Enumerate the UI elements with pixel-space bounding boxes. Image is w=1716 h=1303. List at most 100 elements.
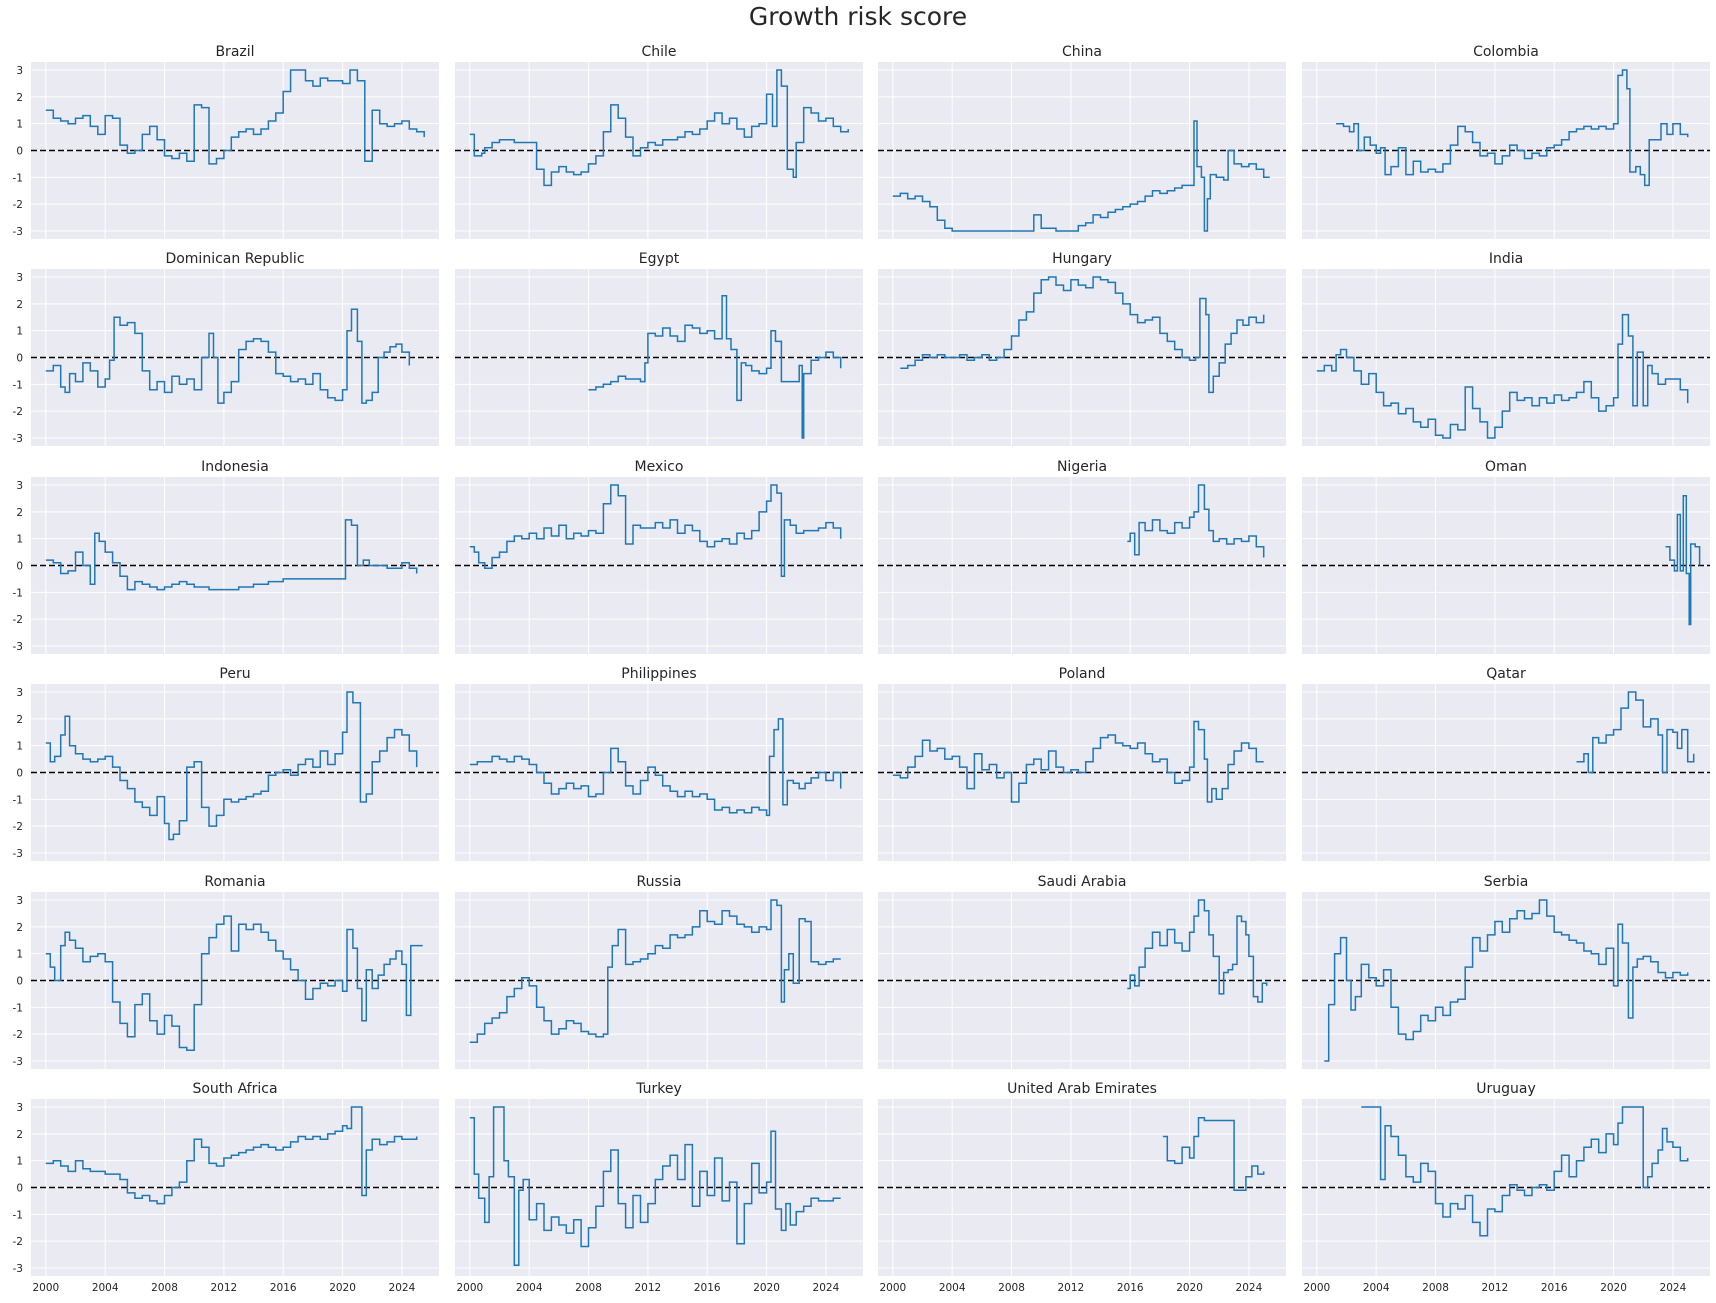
x-tick-label: 2004 xyxy=(516,1282,543,1294)
panel-title: Egypt xyxy=(639,251,680,267)
x-tick-label: 2004 xyxy=(92,1282,119,1294)
series-line-brazil xyxy=(45,69,425,165)
series-line-russia xyxy=(469,899,841,1043)
panel-title: Poland xyxy=(1059,666,1106,682)
y-tick-label: 2 xyxy=(16,714,23,726)
x-tick-label: 2000 xyxy=(879,1282,906,1294)
x-tick-label: 2000 xyxy=(456,1282,483,1294)
x-tick-label: 2012 xyxy=(1482,1282,1509,1294)
panel-grid: -3 -2 -1 0 1 2 3 Brazil Chile China Colombia -3 -2 -1… xyxy=(13,44,1710,1294)
panel-title: China xyxy=(1062,44,1102,60)
series-line-india xyxy=(1316,313,1689,439)
panel-title: Hungary xyxy=(1052,251,1112,267)
x-tick-label: 2004 xyxy=(939,1282,966,1294)
y-tick-label: 3 xyxy=(16,480,23,492)
series-line-colombia xyxy=(1336,69,1689,187)
series-line-poland xyxy=(892,720,1264,803)
x-tick-label: 2008 xyxy=(575,1282,602,1294)
y-tick-label: 1 xyxy=(16,949,23,961)
panel-serbia: Serbia xyxy=(1302,874,1710,1069)
series-line-peru xyxy=(45,691,418,841)
y-tick-label: -3 xyxy=(13,1263,23,1275)
y-tick-label: -2 xyxy=(13,1029,23,1041)
x-tick-label: 2020 xyxy=(329,1282,356,1294)
panel-mexico: Mexico xyxy=(455,459,863,654)
y-tick-label: -1 xyxy=(13,794,23,806)
series-line-hungary xyxy=(900,276,1265,394)
y-tick-label: 1 xyxy=(16,119,23,131)
panel-romania: -3 -2 -1 0 1 2 3 Romania xyxy=(13,874,439,1069)
y-tick-label: 2 xyxy=(16,299,23,311)
y-tick-label: -2 xyxy=(13,821,23,833)
series-line-egypt xyxy=(588,295,842,439)
series-line-china xyxy=(892,120,1270,232)
series-line-nigeria xyxy=(1127,484,1265,558)
y-tick-label: 2 xyxy=(16,1129,23,1141)
panel-title: Nigeria xyxy=(1057,459,1107,475)
y-tick-label: 2 xyxy=(16,92,23,104)
panel-united-arab-emirates: 2000 2004 2008 2012 2016 2020 2024 United Arab … xyxy=(878,1081,1286,1294)
x-tick-label: 2000 xyxy=(32,1282,59,1294)
y-tick-label: 0 xyxy=(16,146,23,158)
panel-title: Romania xyxy=(204,874,265,890)
panel-chile: Chile xyxy=(455,44,863,239)
x-tick-label: 2024 xyxy=(389,1282,416,1294)
y-tick-label: 0 xyxy=(16,1183,23,1195)
x-tick-label: 2008 xyxy=(998,1282,1025,1294)
panel-title: Oman xyxy=(1485,459,1527,475)
y-tick-label: 1 xyxy=(16,741,23,753)
panel-title: Uruguay xyxy=(1476,1081,1536,1097)
series-line-chile xyxy=(469,69,849,187)
series-line-philippines xyxy=(469,718,842,817)
panel-indonesia: -3 -2 -1 0 1 2 3 Indonesia xyxy=(13,459,439,654)
series-line-dominican-republic xyxy=(45,308,411,404)
y-tick-label: 0 xyxy=(16,353,23,365)
panel-title: Indonesia xyxy=(201,459,269,475)
y-tick-label: 1 xyxy=(16,534,23,546)
panel-title: Philippines xyxy=(621,666,696,682)
panel-saudi-arabia: Saudi Arabia xyxy=(878,874,1286,1069)
y-tick-label: -1 xyxy=(13,1209,23,1221)
panel-south-africa: -3 -2 -1 0 1 2 3 2000 2004 2008 2012 2016 2020 2024 So… xyxy=(13,1081,439,1294)
y-tick-label: 0 xyxy=(16,768,23,780)
x-tick-label: 2016 xyxy=(1117,1282,1144,1294)
y-tick-label: 0 xyxy=(16,976,23,988)
series-line-romania xyxy=(45,915,423,1051)
series-line-oman xyxy=(1665,495,1701,626)
figure-title: Growth risk score xyxy=(749,2,967,31)
series-line-qatar xyxy=(1576,691,1695,774)
panel-title: Turkey xyxy=(635,1081,682,1097)
panel-oman: Oman xyxy=(1302,459,1710,654)
series-line-mexico xyxy=(469,484,842,577)
panel-poland: Poland xyxy=(878,666,1286,861)
y-tick-label: 0 xyxy=(16,561,23,573)
x-tick-label: 2020 xyxy=(753,1282,780,1294)
panel-title: India xyxy=(1489,251,1523,267)
panel-peru: -3 -2 -1 0 1 2 3 Peru xyxy=(13,666,439,861)
series-line-serbia xyxy=(1324,899,1689,1062)
x-tick-label: 2004 xyxy=(1363,1282,1390,1294)
y-tick-label: -1 xyxy=(13,379,23,391)
panel-colombia: Colombia xyxy=(1302,44,1710,239)
y-tick-label: -1 xyxy=(13,1002,23,1014)
y-tick-label: 3 xyxy=(16,687,23,699)
series-line-united-arab-emirates xyxy=(1162,1117,1265,1191)
series-line-indonesia xyxy=(45,519,418,591)
y-tick-label: 2 xyxy=(16,507,23,519)
x-tick-label: 2008 xyxy=(1422,1282,1449,1294)
x-tick-label: 2000 xyxy=(1303,1282,1330,1294)
panel-title: Russia xyxy=(636,874,681,890)
y-tick-label: 3 xyxy=(16,65,23,77)
panel-title: Qatar xyxy=(1486,666,1526,682)
y-tick-label: -3 xyxy=(13,226,23,238)
panel-title: Chile xyxy=(641,44,676,60)
x-tick-label: 2012 xyxy=(211,1282,238,1294)
panel-title: Mexico xyxy=(635,459,684,475)
panel-title: Peru xyxy=(219,666,250,682)
panel-nigeria: Nigeria xyxy=(878,459,1286,654)
x-tick-label: 2020 xyxy=(1600,1282,1627,1294)
y-tick-label: -2 xyxy=(13,199,23,211)
panel-title: Dominican Republic xyxy=(165,251,304,267)
panel-russia: Russia xyxy=(455,874,863,1069)
